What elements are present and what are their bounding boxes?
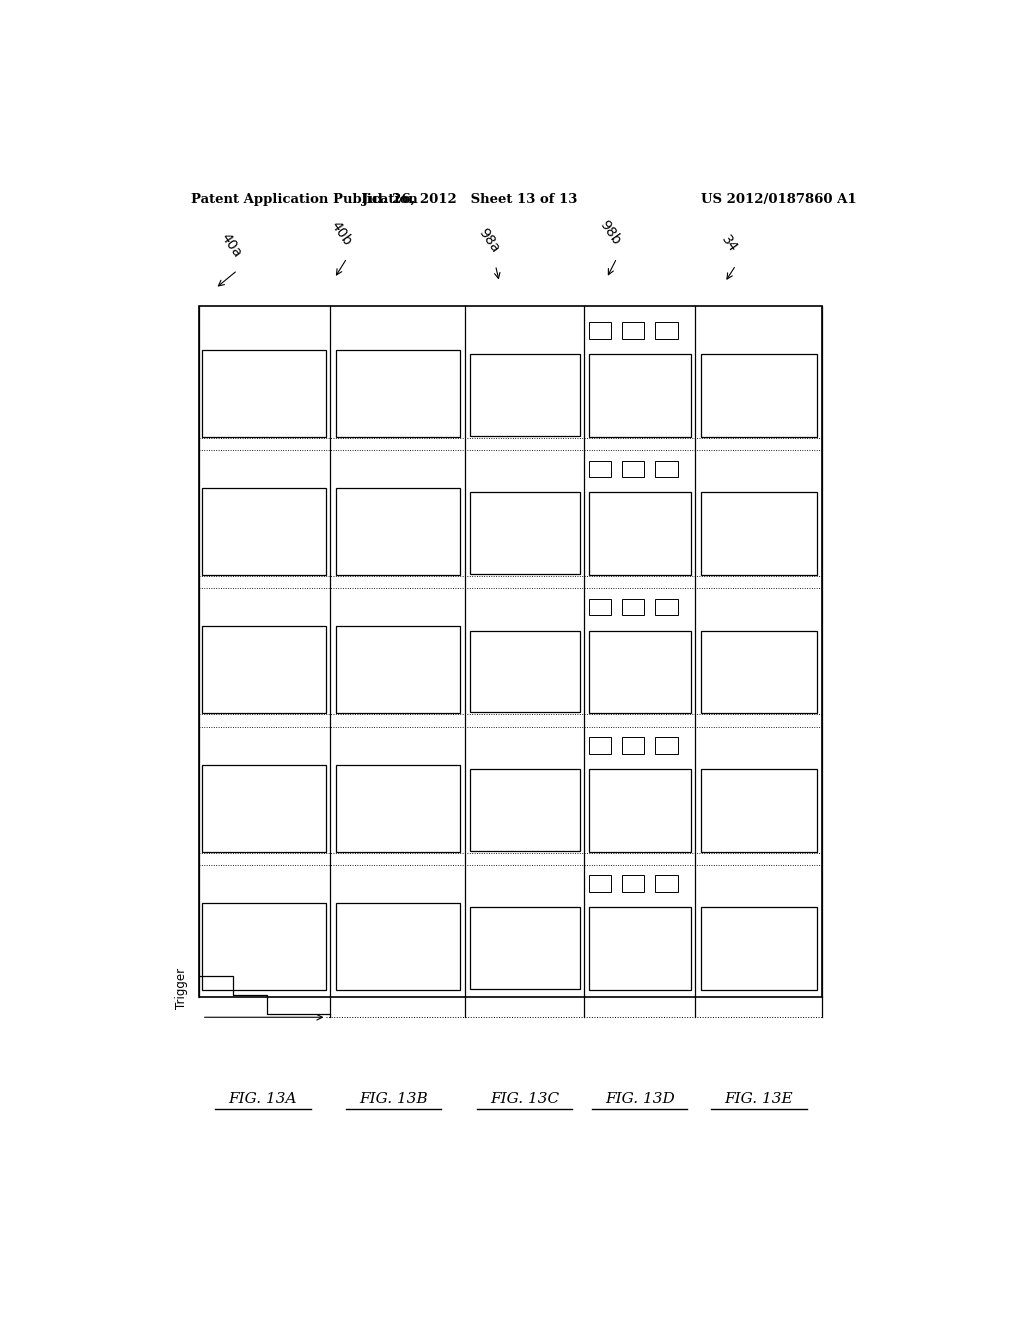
Bar xyxy=(336,488,460,576)
Bar xyxy=(589,354,691,437)
Bar xyxy=(202,350,327,437)
Bar xyxy=(655,461,678,478)
Bar xyxy=(589,631,691,713)
Bar xyxy=(202,764,327,851)
Bar xyxy=(202,903,327,990)
Text: 40a: 40a xyxy=(218,231,245,260)
Text: 98a: 98a xyxy=(476,226,503,255)
Bar xyxy=(470,354,580,436)
Text: 98b: 98b xyxy=(597,218,624,248)
Text: US 2012/0187860 A1: US 2012/0187860 A1 xyxy=(701,193,856,206)
Bar xyxy=(336,350,460,437)
Bar xyxy=(655,875,678,892)
Bar xyxy=(470,768,580,850)
Bar xyxy=(700,768,817,851)
Bar xyxy=(589,461,611,478)
Text: 34: 34 xyxy=(719,232,740,255)
Text: FIG. 13E: FIG. 13E xyxy=(725,1092,794,1106)
Bar xyxy=(470,492,580,574)
Text: Trigger: Trigger xyxy=(175,969,188,1010)
Text: 40b: 40b xyxy=(328,218,354,248)
Bar xyxy=(589,322,611,339)
Text: Patent Application Publication: Patent Application Publication xyxy=(191,193,418,206)
Bar xyxy=(700,907,817,990)
Bar xyxy=(589,907,691,990)
Bar xyxy=(623,599,644,615)
Text: FIG. 13D: FIG. 13D xyxy=(605,1092,675,1106)
Bar xyxy=(202,627,327,713)
Bar xyxy=(202,488,327,576)
Text: FIG. 13B: FIG. 13B xyxy=(359,1092,428,1106)
Bar xyxy=(470,907,580,989)
Bar xyxy=(655,737,678,754)
Bar xyxy=(470,631,580,713)
Text: FIG. 13C: FIG. 13C xyxy=(490,1092,559,1106)
Bar xyxy=(700,354,817,437)
Bar xyxy=(589,768,691,851)
Bar xyxy=(700,631,817,713)
Bar xyxy=(655,322,678,339)
Bar xyxy=(623,875,644,892)
Bar xyxy=(200,306,822,997)
Text: Jul. 26, 2012   Sheet 13 of 13: Jul. 26, 2012 Sheet 13 of 13 xyxy=(361,193,577,206)
Bar xyxy=(336,764,460,851)
Bar xyxy=(700,492,817,576)
Bar xyxy=(623,737,644,754)
Bar xyxy=(589,737,611,754)
Bar xyxy=(623,461,644,478)
Bar xyxy=(336,903,460,990)
Bar xyxy=(336,627,460,713)
Bar xyxy=(589,492,691,576)
Bar xyxy=(589,599,611,615)
Bar xyxy=(655,599,678,615)
Bar xyxy=(589,875,611,892)
Text: FIG. 13A: FIG. 13A xyxy=(228,1092,297,1106)
Bar xyxy=(623,322,644,339)
